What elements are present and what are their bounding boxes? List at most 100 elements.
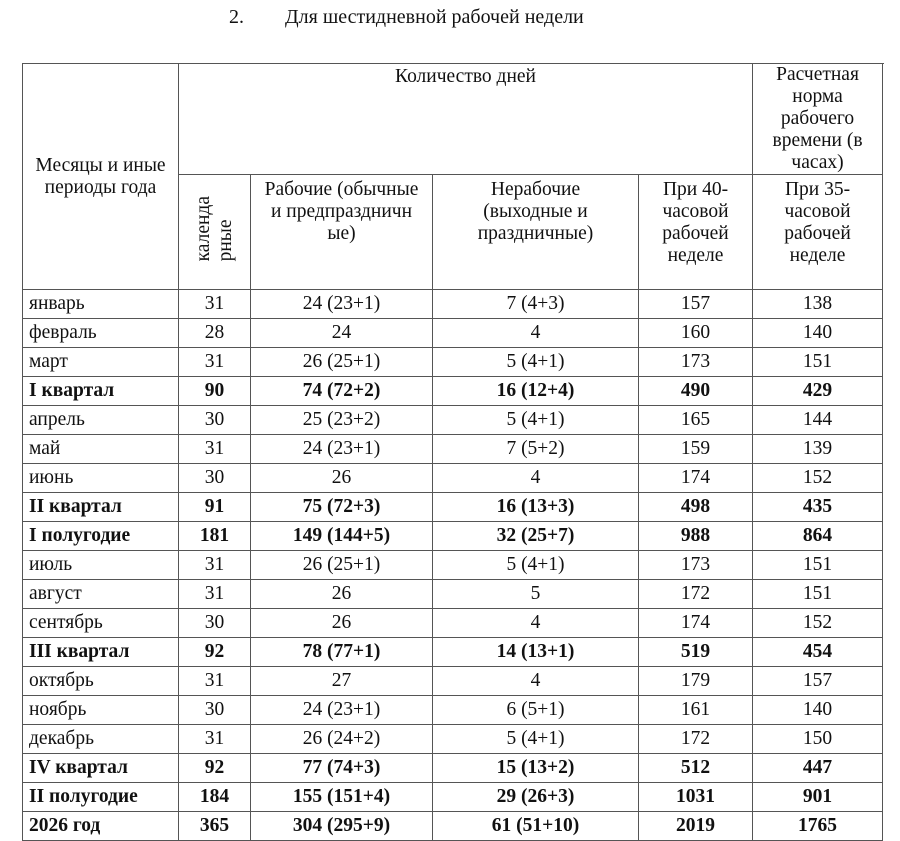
cell-nonworking-days: 5 (4+1) (432, 724, 639, 754)
cell-period: январь (22, 289, 179, 319)
cell-nonworking-days: 16 (12+4) (432, 376, 639, 406)
cell-hours-35: 140 (752, 695, 884, 725)
section-number: 2. (229, 6, 244, 28)
cell-period: I полугодие (22, 521, 179, 551)
cell-calendar-days: 31 (178, 347, 251, 377)
cell-hours-40: 172 (637, 724, 754, 754)
cell-working-days: 24 (23+1) (250, 695, 433, 725)
cell-hours-40: 173 (637, 550, 754, 580)
cell-hours-35: 1765 (752, 811, 884, 841)
section-title-text: Для шестидневной рабочей недели (285, 6, 584, 28)
cell-calendar-days: 31 (178, 579, 251, 609)
cell-hours-40: 157 (637, 289, 754, 319)
table-row: февраль 28 24 4 160 140 (22, 318, 884, 348)
table-row: 2026 год 365 304 (295+9) 61 (51+10) 2019 1765 (22, 811, 884, 841)
cell-nonworking-days: 5 (4+1) (432, 347, 639, 377)
cell-working-days: 24 (250, 318, 433, 348)
cell-nonworking-days: 61 (51+10) (432, 811, 639, 841)
table-row: II квартал 91 75 (72+3) 16 (13+3) 498 435 (22, 492, 884, 522)
cell-hours-35: 454 (752, 637, 884, 667)
cell-period: II полугодие (22, 782, 179, 812)
cell-hours-40: 490 (637, 376, 754, 406)
cell-period: III квартал (22, 637, 179, 667)
cell-period: 2026 год (22, 811, 179, 841)
cell-nonworking-days: 4 (432, 608, 639, 638)
cell-nonworking-days: 7 (4+3) (432, 289, 639, 319)
table-row: сентябрь 30 26 4 174 152 (22, 608, 884, 638)
cell-period: август (22, 579, 179, 609)
header-calendar: календа рные (192, 196, 236, 262)
cell-hours-35: 138 (752, 289, 884, 319)
cell-nonworking-days: 4 (432, 318, 639, 348)
cell-nonworking-days: 7 (5+2) (432, 434, 639, 464)
cell-nonworking-days: 32 (25+7) (432, 521, 639, 551)
table-row: IV квартал 92 77 (74+3) 15 (13+2) 512 447 (22, 753, 884, 783)
table-row: март 31 26 (25+1) 5 (4+1) 173 151 (22, 347, 884, 377)
table-row: I квартал 90 74 (72+2) 16 (12+4) 490 429 (22, 376, 884, 406)
cell-period: декабрь (22, 724, 179, 754)
cell-calendar-days: 30 (178, 608, 251, 638)
cell-calendar-days: 181 (178, 521, 251, 551)
table-row: май 31 24 (23+1) 7 (5+2) 159 139 (22, 434, 884, 464)
cell-period: IV квартал (22, 753, 179, 783)
cell-nonworking-days: 5 (4+1) (432, 550, 639, 580)
cell-calendar-days: 31 (178, 550, 251, 580)
cell-working-days: 26 (250, 463, 433, 493)
cell-period: июль (22, 550, 179, 580)
cell-working-days: 25 (23+2) (250, 405, 433, 435)
cell-calendar-days: 184 (178, 782, 251, 812)
table-row: I полугодие 181 149 (144+5) 32 (25+7) 988 864 (22, 521, 884, 551)
cell-hours-35: 151 (752, 550, 884, 580)
cell-hours-40: 179 (637, 666, 754, 696)
cell-hours-40: 2019 (637, 811, 754, 841)
cell-hours-35: 151 (752, 347, 884, 377)
header-periods: Месяцы и иные периоды года (22, 63, 179, 290)
cell-hours-40: 161 (637, 695, 754, 725)
cell-nonworking-days: 5 (432, 579, 639, 609)
header-working: Рабочие (обычные и предпраздничн ые) (250, 174, 433, 290)
cell-calendar-days: 31 (178, 724, 251, 754)
cell-working-days: 26 (250, 608, 433, 638)
cell-period: февраль (22, 318, 179, 348)
cell-period: II квартал (22, 492, 179, 522)
cell-hours-40: 173 (637, 347, 754, 377)
cell-calendar-days: 31 (178, 666, 251, 696)
cell-hours-35: 140 (752, 318, 884, 348)
cell-hours-40: 988 (637, 521, 754, 551)
cell-working-days: 26 (25+1) (250, 347, 433, 377)
cell-hours-40: 174 (637, 608, 754, 638)
cell-calendar-days: 28 (178, 318, 251, 348)
cell-working-days: 77 (74+3) (250, 753, 433, 783)
cell-nonworking-days: 14 (13+1) (432, 637, 639, 667)
cell-period: апрель (22, 405, 179, 435)
header-nonworking: Нерабочие (выходные и праздничные) (432, 174, 639, 290)
cell-hours-35: 152 (752, 608, 884, 638)
cell-working-days: 26 (24+2) (250, 724, 433, 754)
cell-calendar-days: 92 (178, 637, 251, 667)
cell-nonworking-days: 6 (5+1) (432, 695, 639, 725)
table-row: октябрь 31 27 4 179 157 (22, 666, 884, 696)
cell-working-days: 74 (72+2) (250, 376, 433, 406)
cell-hours-35: 157 (752, 666, 884, 696)
cell-period: I квартал (22, 376, 179, 406)
cell-working-days: 27 (250, 666, 433, 696)
cell-hours-35: 151 (752, 579, 884, 609)
cell-calendar-days: 31 (178, 434, 251, 464)
cell-calendar-days: 92 (178, 753, 251, 783)
cell-hours-35: 150 (752, 724, 884, 754)
cell-hours-40: 512 (637, 753, 754, 783)
cell-calendar-days: 90 (178, 376, 251, 406)
cell-period: сентябрь (22, 608, 179, 638)
cell-nonworking-days: 16 (13+3) (432, 492, 639, 522)
table-row: август 31 26 5 172 151 (22, 579, 884, 609)
table-row: II полугодие 184 155 (151+4) 29 (26+3) 1031 9… (22, 782, 884, 812)
cell-calendar-days: 91 (178, 492, 251, 522)
cell-hours-40: 519 (637, 637, 754, 667)
cell-hours-40: 172 (637, 579, 754, 609)
cell-hours-35: 447 (752, 753, 884, 783)
table-row: июнь 30 26 4 174 152 (22, 463, 884, 493)
cell-working-days: 24 (23+1) (250, 434, 433, 464)
cell-calendar-days: 31 (178, 289, 251, 319)
table-row: январь 31 24 (23+1) 7 (4+3) 157 138 (22, 289, 884, 319)
cell-hours-40: 160 (637, 318, 754, 348)
